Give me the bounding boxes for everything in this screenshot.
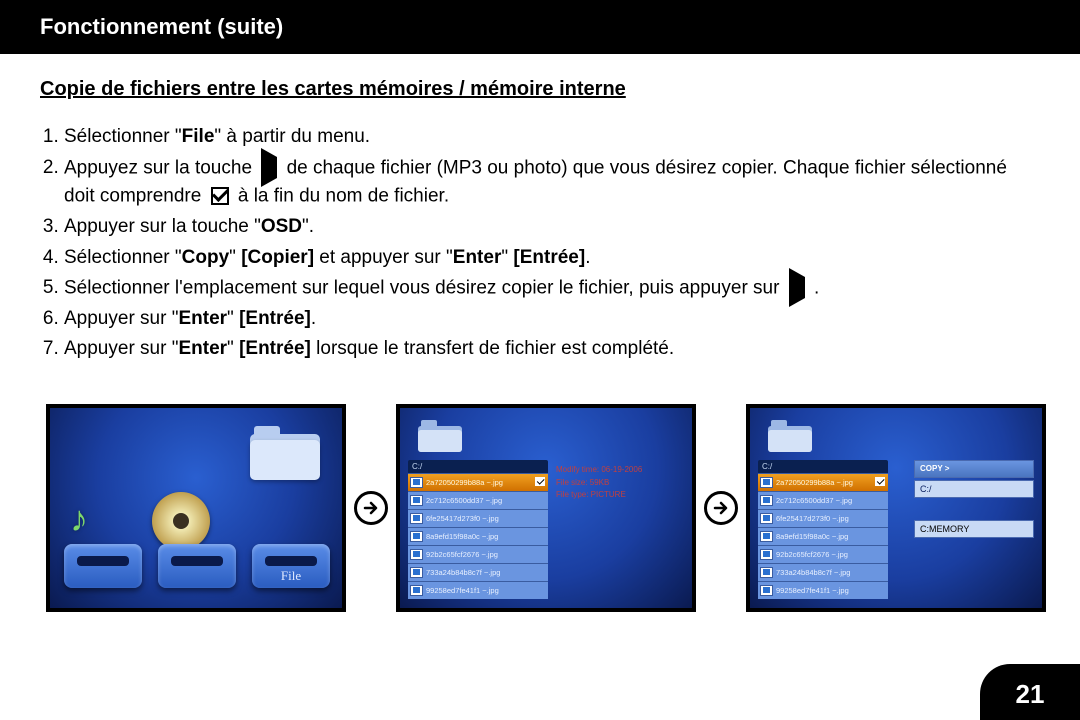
step-4: Sélectionner "Copy" [Copier] et appuyer … xyxy=(64,244,1040,273)
file-row: 92b2c65fcf2676 ~.jpg xyxy=(408,545,548,563)
screenshot-3: C:/ 2a72050299b88a ~.jpg 2c712c6500dd37 … xyxy=(746,404,1046,612)
filelist-head: C:/ xyxy=(408,460,548,473)
instruction-list: Sélectionner "File" à partir du menu. Ap… xyxy=(40,123,1040,364)
page-number: 21 xyxy=(1016,679,1045,710)
folder-icon xyxy=(418,418,462,450)
copy-panel: COPY > C:/ C:MEMORY xyxy=(914,460,1034,540)
menu-slot xyxy=(158,544,236,588)
page-title: Fonctionnement (suite) xyxy=(40,14,283,39)
section-subtitle: Copie de fichiers entre les cartes mémoi… xyxy=(40,78,1040,101)
file-row: 2c712c6500dd37 ~.jpg xyxy=(408,491,548,509)
file-list: C:/ 2a72050299b88a ~.jpg 2c712c6500dd37 … xyxy=(758,460,888,599)
play-icon xyxy=(789,274,805,303)
arrow-right-icon xyxy=(354,491,388,525)
check-icon xyxy=(535,477,545,486)
header-bar: Fonctionnement (suite) xyxy=(0,0,1080,54)
file-list: C:/ 2a72050299b88a ~.jpg 2c712c6500dd37 … xyxy=(408,460,548,599)
step-2: Appuyez sur la touche de chaque fichier … xyxy=(64,154,1040,212)
menu-slot-file: File xyxy=(252,544,330,588)
file-row: 733a24b84b8c7f ~.jpg xyxy=(758,563,888,581)
step-3: Appuyer sur la touche "OSD". xyxy=(64,213,1040,242)
file-label: File xyxy=(281,568,301,584)
checkbox-icon xyxy=(211,182,229,211)
arrow-right-icon xyxy=(704,491,738,525)
music-note-icon: ♪ xyxy=(70,498,88,540)
film-reel-icon xyxy=(152,492,210,550)
file-row: 8a9efd15f98a0c ~.jpg xyxy=(758,527,888,545)
file-row: 6fe25417d273f0 ~.jpg xyxy=(408,509,548,527)
screenshot-1: ♪ File xyxy=(46,404,346,612)
copy-dest-row: C:/ xyxy=(914,480,1034,498)
step-1: Sélectionner "File" à partir du menu. xyxy=(64,123,1040,152)
copy-memory-row: C:MEMORY xyxy=(914,520,1034,538)
check-icon xyxy=(875,477,885,486)
file-info: Modify time: 06-19-2006 File size: 59KB … xyxy=(556,464,642,502)
file-row: 99258ed7fe41f1 ~.jpg xyxy=(758,581,888,599)
file-row: 99258ed7fe41f1 ~.jpg xyxy=(408,581,548,599)
file-row: 2a72050299b88a ~.jpg xyxy=(758,473,888,491)
copy-header: COPY > xyxy=(914,460,1034,478)
page-number-tab: 21 xyxy=(980,664,1080,720)
step-5: Sélectionner l'emplacement sur lequel vo… xyxy=(64,274,1040,303)
file-row: 2a72050299b88a ~.jpg xyxy=(408,473,548,491)
file-row: 8a9efd15f98a0c ~.jpg xyxy=(408,527,548,545)
file-row: 2c712c6500dd37 ~.jpg xyxy=(758,491,888,509)
filelist-head: C:/ xyxy=(758,460,888,473)
screenshot-2: C:/ 2a72050299b88a ~.jpg 2c712c6500dd37 … xyxy=(396,404,696,612)
folder-icon xyxy=(768,418,812,450)
step-7: Appuyer sur "Enter" [Entrée] lorsque le … xyxy=(64,335,1040,364)
screenshots-row: ♪ File C:/ 2a72050299b88a ~. xyxy=(40,404,1040,612)
menu-slot xyxy=(64,544,142,588)
file-row: 733a24b84b8c7f ~.jpg xyxy=(408,563,548,581)
step-6: Appuyer sur "Enter" [Entrée]. xyxy=(64,305,1040,334)
content-area: Copie de fichiers entre les cartes mémoi… xyxy=(0,54,1080,612)
file-row: 92b2c65fcf2676 ~.jpg xyxy=(758,545,888,563)
play-icon xyxy=(261,154,277,183)
file-row: 6fe25417d273f0 ~.jpg xyxy=(758,509,888,527)
folder-icon xyxy=(250,424,320,478)
